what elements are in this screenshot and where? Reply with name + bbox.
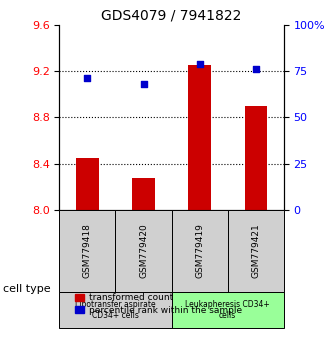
Text: Leukapheresis CD34+
cells: Leukapheresis CD34+ cells [185, 300, 270, 320]
FancyBboxPatch shape [172, 291, 284, 328]
Text: GSM779418: GSM779418 [83, 223, 92, 278]
Bar [245, 106, 267, 210]
Text: GSM779419: GSM779419 [195, 223, 204, 278]
Text: cell type: cell type [3, 284, 51, 293]
FancyBboxPatch shape [228, 210, 284, 291]
Point [141, 81, 146, 87]
Legend: transformed count, percentile rank within the sample: transformed count, percentile rank withi… [75, 293, 242, 315]
FancyBboxPatch shape [115, 210, 172, 291]
Point [85, 76, 90, 81]
Bar [76, 158, 99, 210]
FancyBboxPatch shape [172, 210, 228, 291]
Title: GDS4079 / 7941822: GDS4079 / 7941822 [101, 8, 242, 22]
Text: GSM779420: GSM779420 [139, 223, 148, 278]
Text: Lipotransfer aspirate
CD34+ cells: Lipotransfer aspirate CD34+ cells [75, 300, 156, 320]
Point [253, 67, 258, 72]
Text: GSM779421: GSM779421 [251, 223, 260, 278]
Point [197, 61, 202, 67]
Bar [188, 65, 211, 210]
FancyBboxPatch shape [59, 291, 172, 328]
FancyBboxPatch shape [59, 210, 116, 291]
Bar [132, 178, 155, 210]
